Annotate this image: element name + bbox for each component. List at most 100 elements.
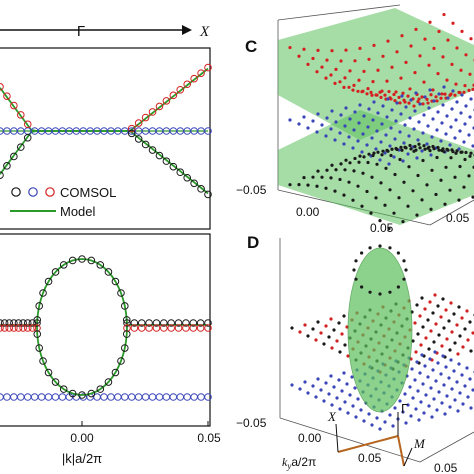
c-flat-dot <box>394 119 398 123</box>
comsol-marker-bottom-flat <box>155 393 164 401</box>
c-lower-dot <box>393 172 397 177</box>
d-ellipsoid-dot <box>368 246 372 250</box>
c-upper-dot <box>347 85 351 89</box>
x-tick-label-0: 0.00 <box>70 431 94 445</box>
d-flat-dot <box>343 400 347 404</box>
d-x-axis-label: kya/2π <box>282 455 316 471</box>
c-upper-dot <box>397 95 401 99</box>
d-flat-dot <box>471 388 474 392</box>
c-lower-dot <box>404 146 408 150</box>
d-x-tick-1: 0.05 <box>358 451 382 465</box>
c-upper-dot <box>440 92 444 96</box>
comsol-marker-right-black <box>204 319 212 327</box>
comsol-marker-bottom-flat <box>148 393 157 401</box>
d-flat-dot <box>420 353 424 357</box>
comsol-marker-ellipse <box>87 389 96 398</box>
d-flat-dot <box>428 357 432 361</box>
c-upper-dot <box>398 101 402 105</box>
legend-blue-marker <box>28 187 38 197</box>
c-lower-dot <box>422 144 426 148</box>
d-flat-dot <box>370 423 374 427</box>
d-mid-dot <box>460 316 464 320</box>
comsol-marker-lower <box>0 171 4 179</box>
d-mid-dot <box>342 314 346 318</box>
c-upper-dot <box>416 99 420 104</box>
c-lower-dot <box>409 147 413 151</box>
d-flat-dot <box>457 362 461 366</box>
d-mid-dot <box>437 333 441 337</box>
d-mid-dot <box>458 334 462 338</box>
c-flat-dot <box>430 135 434 139</box>
c-lower-dot <box>460 150 464 154</box>
d-flat-dot <box>411 396 415 400</box>
d-flat-dot <box>439 372 443 376</box>
c-lower-dot <box>367 152 371 156</box>
d-mid-dot <box>303 323 307 327</box>
c-flat-dot <box>343 124 347 128</box>
comsol-marker-lower <box>176 168 185 177</box>
comsol-marker-lower <box>155 151 164 160</box>
c-upper-dot <box>425 97 429 101</box>
c-flat-dot <box>388 144 392 148</box>
c-flat-dot <box>445 114 449 118</box>
c-flat-dot <box>467 133 471 137</box>
comsol-marker-ellipse <box>59 385 68 393</box>
c-flat-dot <box>288 118 292 122</box>
comsol-marker-lower <box>127 129 136 138</box>
d-mid-dot <box>445 337 449 341</box>
c-upper-dot <box>333 81 337 85</box>
d-box-edge-right <box>419 431 474 463</box>
d-flat-dot <box>463 384 467 388</box>
d-mid-dot <box>316 320 320 324</box>
comsol-marker-upper <box>127 124 136 133</box>
d-mid-dot <box>426 318 430 322</box>
comsol-marker-right-red <box>174 324 183 332</box>
d-mid-dot <box>427 347 431 351</box>
c-lower-surface <box>278 110 474 225</box>
d-mid-dot <box>329 317 333 321</box>
c-lower-dot <box>464 150 468 155</box>
d-mid-dot <box>456 352 460 356</box>
c-lower-dot <box>444 165 448 169</box>
c-lower-dot <box>381 149 385 153</box>
d-flat-dot <box>359 408 363 412</box>
c-lower-dot <box>376 150 380 154</box>
c-upper-dot <box>389 97 393 101</box>
comsol-marker-ellipse <box>35 302 44 310</box>
comsol-marker-lower <box>10 152 18 161</box>
d-flat-dot <box>442 383 446 387</box>
c-lower-dot <box>372 151 376 155</box>
c-upper-dot <box>420 95 424 99</box>
d-mid-dot <box>436 304 440 308</box>
c-lower-dot <box>423 147 427 151</box>
c-upper-dot <box>407 101 411 105</box>
c-flat-dot <box>415 156 419 160</box>
c-upper-dot <box>432 46 436 50</box>
c-lower-dot <box>421 158 425 163</box>
c-lower-dot <box>366 160 370 165</box>
d-flat-dot <box>452 369 456 373</box>
comsol-marker-lower <box>197 185 205 193</box>
c-upper-dot <box>460 29 464 33</box>
c-lower-dot <box>430 168 434 172</box>
c-upper-dot <box>339 59 343 63</box>
c-flat-dot <box>395 101 399 105</box>
d-mid-dot <box>447 319 451 323</box>
c-lower-dot <box>425 183 429 187</box>
panel-d: D X Γ M −0.05 0.00 0.05 0.05 kya/2π <box>236 233 474 474</box>
d-mid-dot <box>419 343 423 347</box>
d-z-tick: −0.05 <box>236 416 267 430</box>
c-flat-dot <box>429 153 433 157</box>
d-mid-dot <box>420 296 424 300</box>
c-upper-dot <box>464 53 468 57</box>
comsol-marker-bottom-flat <box>58 393 67 401</box>
comsol-marker-upper <box>162 97 171 105</box>
c-upper-dot <box>348 69 352 73</box>
d-flat-dot <box>453 398 457 402</box>
c-lower-dot <box>362 155 366 159</box>
c-flat-dot <box>358 103 362 107</box>
c-flat-dot <box>409 98 413 102</box>
c-upper-dot <box>380 89 384 93</box>
c-lower-dot <box>347 180 351 184</box>
d-flat-dot <box>469 406 473 410</box>
